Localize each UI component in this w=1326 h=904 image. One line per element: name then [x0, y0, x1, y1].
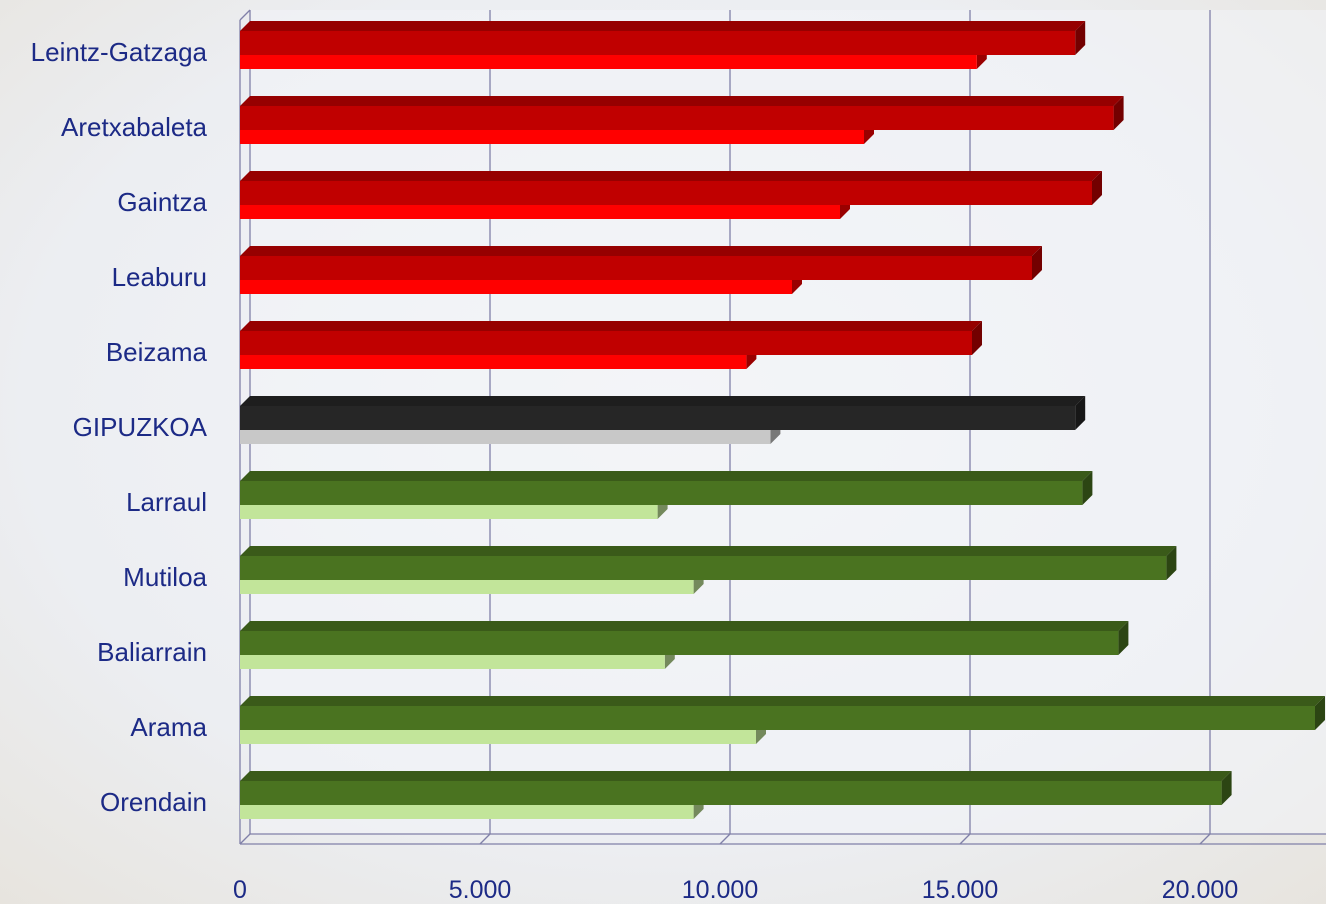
- category-label: Baliarrain: [97, 637, 207, 667]
- x-tick-label: 20.000: [1162, 876, 1238, 904]
- bar-series-1: [240, 771, 1232, 805]
- bar-series-1-top: [240, 621, 1129, 631]
- category-label: GIPUZKOA: [73, 412, 208, 442]
- x-tick-labels: 0 5.000 10.000 15.000 20.000: [233, 876, 1238, 904]
- bars: [240, 21, 1325, 819]
- bar-series-1: [240, 621, 1129, 655]
- bar-series-1: [240, 21, 1086, 55]
- bar-series-1: [240, 246, 1042, 280]
- gridline-floor: [719, 833, 731, 845]
- bar-series-1-end: [1315, 696, 1325, 730]
- bar-series-1-end: [1082, 471, 1093, 505]
- category-label: Arama: [130, 712, 207, 742]
- category-label: Orendain: [100, 787, 207, 817]
- category-label: Mutiloa: [123, 562, 207, 592]
- bar-series-1-end: [1032, 246, 1042, 280]
- bar-series-1-end: [1113, 96, 1124, 130]
- bar-series-1-end: [1166, 546, 1177, 580]
- bar-series-1: [240, 396, 1086, 430]
- bar-series-1: [240, 546, 1177, 580]
- bar-series-1-end: [1221, 771, 1232, 805]
- x-tick-label: 5.000: [449, 876, 512, 904]
- category-label: Aretxabaleta: [61, 112, 208, 142]
- bar-series-1-front: [240, 181, 1092, 205]
- bar-series-1-end: [1075, 396, 1086, 430]
- bar-series-1-end: [1075, 21, 1086, 55]
- bar-series-1: [240, 696, 1325, 730]
- bar-series-1-top: [240, 171, 1102, 181]
- bar-series-1-front: [240, 331, 972, 355]
- x-tick-label: 15.000: [922, 876, 998, 904]
- x-tick-label: 0: [233, 876, 247, 904]
- bar-series-1-end: [1118, 621, 1129, 655]
- category-label: Larraul: [126, 487, 207, 517]
- category-label: Beizama: [106, 337, 208, 367]
- bar-series-1: [240, 321, 982, 355]
- bar-series-1-front: [240, 631, 1119, 655]
- bar-series-1-top: [240, 246, 1042, 256]
- bar-series-1-top: [240, 696, 1325, 706]
- bar-series-1-top: [240, 546, 1177, 556]
- bar-series-1-top: [240, 21, 1086, 31]
- bar-series-1-front: [240, 481, 1083, 505]
- x-tick-label: 10.000: [682, 876, 758, 904]
- bar-series-1-front: [240, 556, 1167, 580]
- bar-series-1-front: [240, 406, 1076, 430]
- bar-series-1-front: [240, 31, 1076, 55]
- bar-series-1-top: [240, 96, 1124, 106]
- category-label: Leintz-Gatzaga: [31, 37, 208, 67]
- category-label: Gaintza: [117, 187, 207, 217]
- gridline-floor: [479, 833, 491, 845]
- bar-series-1-front: [240, 781, 1222, 805]
- bar-series-1: [240, 471, 1093, 505]
- left-top-depth-edge: [239, 9, 251, 21]
- bar-series-1-top: [240, 471, 1093, 481]
- category-labels: Leintz-Gatzaga Aretxabaleta Gaintza Leaburu…: [31, 37, 208, 817]
- bar-series-1-front: [240, 106, 1114, 130]
- gridline-floor: [1199, 833, 1211, 845]
- bar-series-1-end: [972, 321, 982, 355]
- bar-series-1: [240, 96, 1124, 130]
- bar-series-1: [240, 171, 1102, 205]
- left-bottom-depth-edge: [239, 833, 251, 845]
- bar-series-1-top: [240, 396, 1086, 406]
- bar-series-1-front: [240, 706, 1315, 730]
- category-label: Leaburu: [112, 262, 207, 292]
- bar-series-1-front: [240, 256, 1032, 280]
- bar-series-1-end: [1092, 171, 1102, 205]
- bar-series-1-top: [240, 321, 982, 331]
- gridline-floor: [959, 833, 971, 845]
- bar-series-1-top: [240, 771, 1232, 781]
